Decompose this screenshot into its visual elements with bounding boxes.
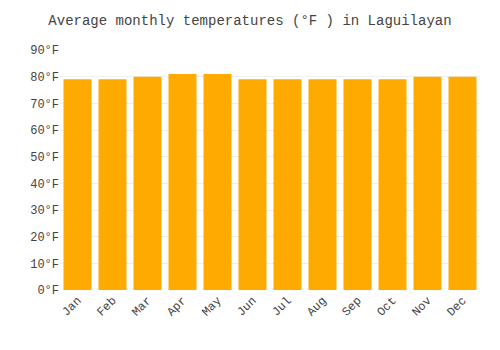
svg-text:20°F: 20°F	[30, 231, 59, 245]
svg-text:May: May	[199, 294, 224, 319]
svg-text:Jan: Jan	[59, 294, 84, 319]
svg-text:Dec: Dec	[444, 294, 469, 319]
svg-text:Jul: Jul	[269, 294, 294, 319]
svg-text:Feb: Feb	[94, 294, 119, 319]
svg-text:70°F: 70°F	[30, 98, 59, 112]
svg-text:40°F: 40°F	[30, 178, 59, 192]
svg-text:Mar: Mar	[129, 294, 154, 319]
svg-text:Apr: Apr	[164, 294, 189, 319]
svg-text:80°F: 80°F	[30, 71, 59, 85]
svg-text:10°F: 10°F	[30, 258, 59, 272]
svg-text:Sep: Sep	[339, 294, 364, 319]
svg-text:0°F: 0°F	[37, 284, 59, 298]
svg-text:90°F: 90°F	[30, 44, 59, 58]
svg-text:30°F: 30°F	[30, 204, 59, 218]
svg-text:50°F: 50°F	[30, 151, 59, 165]
svg-text:Average monthly temperatures (: Average monthly temperatures (°F ) in La…	[48, 13, 451, 29]
svg-text:Jun: Jun	[234, 294, 259, 319]
svg-text:Aug: Aug	[304, 294, 329, 319]
svg-text:Oct: Oct	[374, 294, 399, 319]
svg-text:60°F: 60°F	[30, 124, 59, 138]
svg-text:Nov: Nov	[409, 294, 434, 319]
